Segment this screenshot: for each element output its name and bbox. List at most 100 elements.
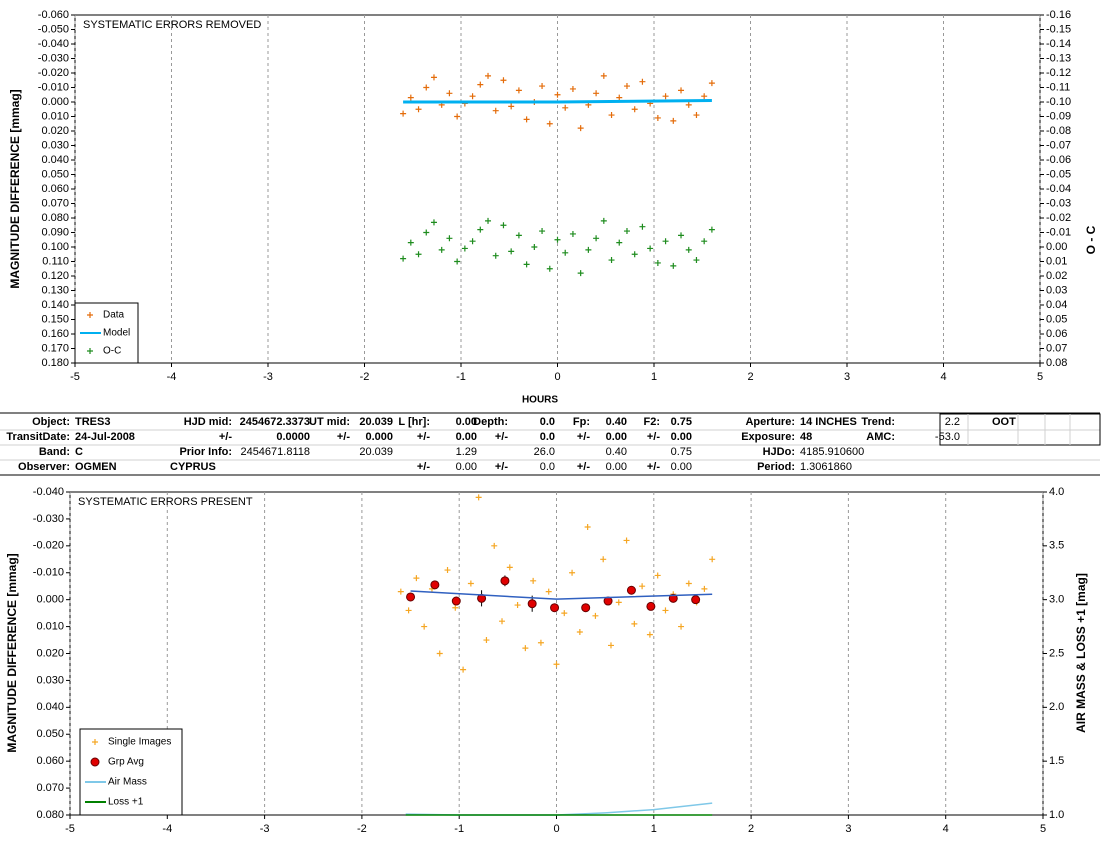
data-point: [647, 245, 654, 252]
table-cell: Trend:: [861, 416, 895, 428]
data-point: [685, 101, 692, 108]
data-point: [500, 222, 507, 229]
data-point: [400, 110, 407, 117]
data-point: [616, 94, 623, 101]
table-cell: OOT: [992, 416, 1016, 428]
table-cell: +/-: [417, 461, 430, 473]
y-tick-label: 0.050: [41, 168, 69, 180]
group-average: [500, 576, 510, 586]
y-tick-label: 0.040: [36, 701, 64, 713]
y-tick-label: 0.020: [41, 125, 69, 137]
y2-tick-label: -0.09: [1046, 110, 1071, 122]
data-point: [508, 103, 515, 110]
group-average: [626, 585, 636, 595]
data-point: [553, 661, 560, 668]
x-tick-label: -5: [65, 823, 75, 835]
table-cell: 2454672.3373: [240, 416, 310, 428]
data-point: [485, 72, 492, 79]
table-cell: -53.0: [935, 431, 960, 443]
y-tick-label: -0.020: [38, 67, 69, 79]
table-cell: 0.40: [606, 446, 627, 458]
legend-label: O-C: [103, 346, 121, 357]
y-tick-label: 0.130: [41, 284, 69, 296]
table-cell: 14 INCHES: [800, 416, 857, 428]
y-tick-label: -0.020: [33, 540, 64, 552]
table-cell: 0.0: [540, 416, 555, 428]
table-cell: 0.00: [606, 461, 627, 473]
x-tick-label: -4: [167, 371, 177, 383]
table-box: [939, 413, 1101, 446]
data-point: [454, 113, 461, 120]
data-point: [515, 87, 522, 94]
table-cell: Prior Info:: [179, 446, 232, 458]
group-average: [646, 601, 656, 611]
table-cell: C: [75, 446, 83, 458]
legend-label: Grp Avg: [108, 757, 144, 768]
data-point: [639, 223, 646, 230]
table-cell: +/-: [577, 431, 590, 443]
x-axis-label: HOURS: [522, 395, 558, 406]
data-point: [499, 618, 506, 625]
table-cell: +/-: [417, 431, 430, 443]
data-point: [654, 259, 661, 266]
group-average: [691, 595, 701, 605]
data-point: [444, 567, 451, 574]
data-point: [407, 94, 414, 101]
data-point: [423, 229, 430, 236]
table-cell: Observer:: [18, 461, 70, 473]
table-cell: Fp:: [573, 416, 590, 428]
data-point: [530, 577, 537, 584]
data-point: [577, 125, 584, 132]
y-tick-label: 0.150: [41, 313, 69, 325]
data-point: [436, 650, 443, 657]
x-tick-label: -1: [456, 371, 466, 383]
table-cell: 0.0: [540, 461, 555, 473]
data-point: [670, 262, 677, 269]
data-point: [654, 114, 661, 121]
y2-tick-label: -0.04: [1046, 183, 1071, 195]
data-point: [623, 537, 630, 544]
x-tick-label: -2: [360, 371, 370, 383]
y-tick-label: -0.040: [38, 38, 69, 50]
data-point: [623, 83, 630, 90]
y2-tick-label: -0.10: [1046, 96, 1071, 108]
data-point: [467, 580, 474, 587]
data-point: [600, 72, 607, 79]
table-cell: 20.039: [359, 446, 393, 458]
table-cell: +/-: [337, 431, 350, 443]
data-point: [569, 569, 576, 576]
data-point: [576, 628, 583, 635]
table-cell: Period:: [757, 461, 795, 473]
x-tick-label: 0: [554, 371, 560, 383]
data-point: [546, 120, 553, 127]
y2-tick-label: 0.08: [1046, 357, 1067, 369]
legend-label: Air Mass: [108, 777, 147, 788]
data-point: [561, 610, 568, 617]
y2-tick-label: 1.0: [1049, 809, 1064, 821]
y2-tick-label: 0.02: [1046, 270, 1067, 282]
data-point: [400, 255, 407, 262]
x-tick-label: -3: [263, 371, 273, 383]
data-point: [477, 226, 484, 233]
y-tick-label: 0.060: [41, 183, 69, 195]
data-point: [708, 80, 715, 87]
y2-tick-label: -0.07: [1046, 139, 1071, 151]
x-tick-label: 1: [651, 823, 657, 835]
table-cell: 0.75: [671, 416, 692, 428]
legend-label: Single Images: [108, 737, 171, 748]
data-point: [515, 232, 522, 239]
data-point: [492, 107, 499, 114]
data-point: [631, 620, 638, 627]
y2-tick-label: -0.15: [1046, 23, 1071, 35]
x-tick-label: 5: [1040, 823, 1046, 835]
y-tick-label: -0.040: [33, 486, 64, 498]
y-tick-label: -0.050: [38, 23, 69, 35]
table-cell: 0.0000: [276, 431, 310, 443]
x-tick-label: 3: [845, 823, 851, 835]
y2-tick-label: -0.16: [1046, 9, 1071, 21]
group-average: [406, 592, 416, 602]
y2-tick-label: -0.06: [1046, 154, 1071, 166]
legend-label: Model: [103, 328, 130, 339]
data-point: [639, 583, 646, 590]
